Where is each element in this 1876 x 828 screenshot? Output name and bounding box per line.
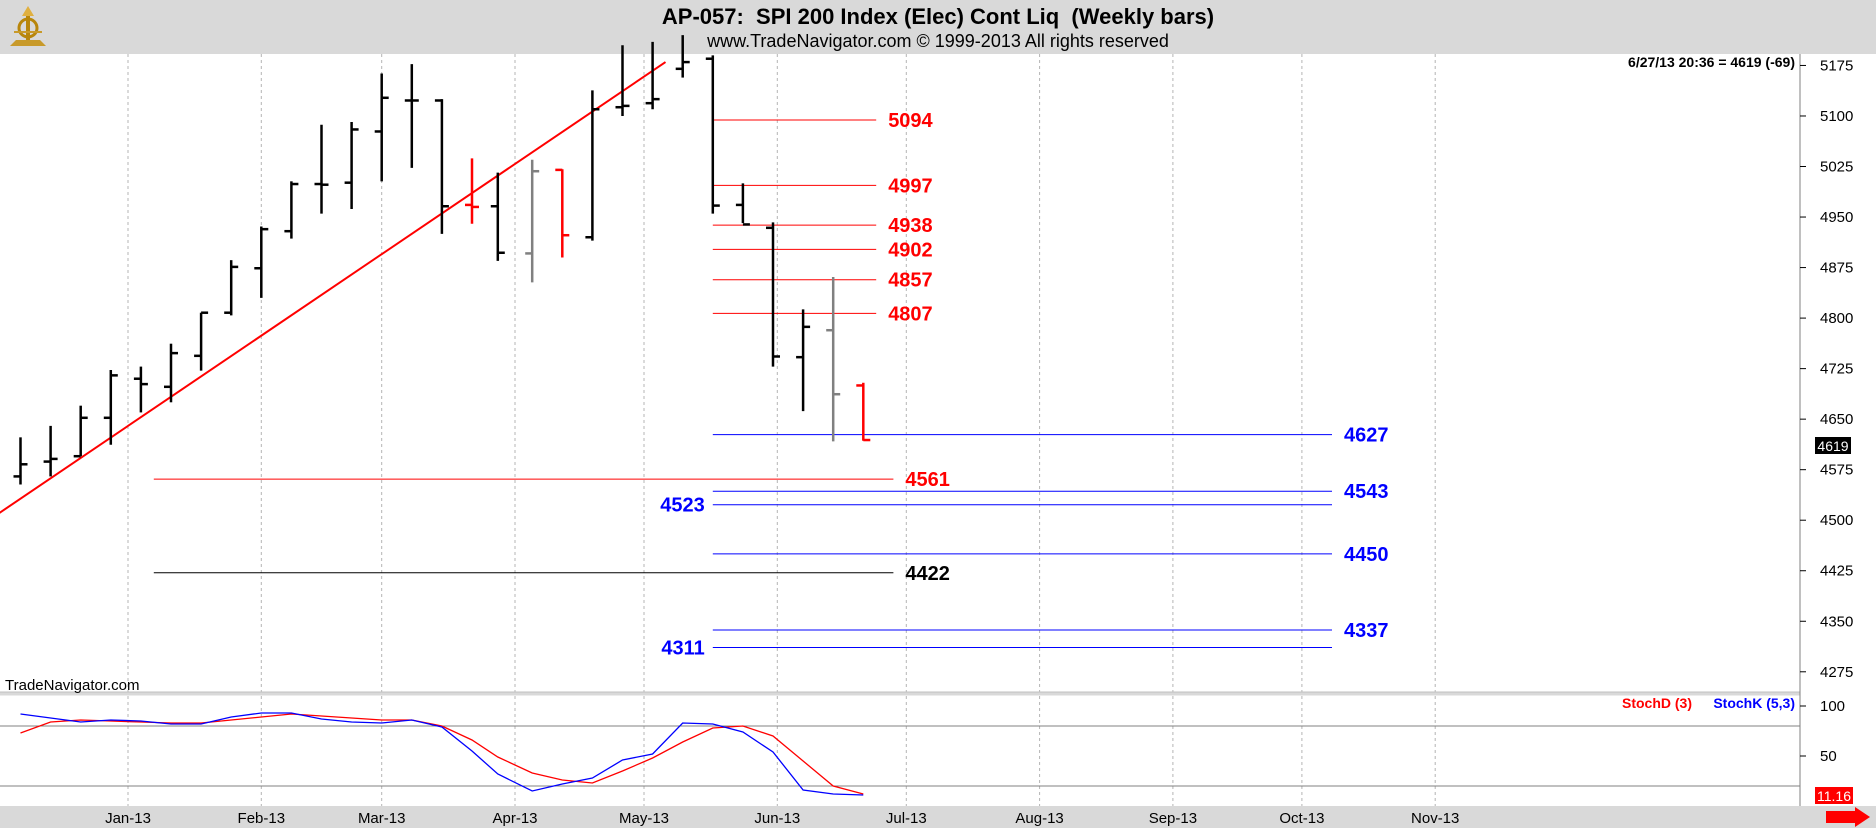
x-tick-label: Jun-13	[754, 810, 800, 827]
level-label-4422: 4422	[905, 563, 950, 585]
ohlc-bar	[796, 309, 811, 412]
ohlc-bar	[645, 41, 660, 110]
ohlc-bar	[374, 73, 389, 182]
x-tick-label: Feb-13	[238, 810, 286, 827]
y-tick-label: 4425	[1820, 563, 1853, 580]
chart-subtitle: www.TradeNavigator.com © 1999-2013 All r…	[707, 31, 1169, 51]
ohlc-bar	[555, 168, 570, 258]
level-label-4311: 4311	[661, 638, 704, 660]
y-tick-label: 4950	[1820, 209, 1853, 226]
date-axis	[0, 806, 1876, 828]
level-label-4902: 4902	[888, 239, 933, 261]
x-tick-label: Oct-13	[1279, 810, 1324, 827]
ohlc-bar	[13, 437, 28, 485]
ohlc-bar	[43, 425, 58, 477]
ohlc-bar	[284, 181, 299, 239]
level-label-5094: 5094	[888, 110, 933, 132]
ohlc-bar	[465, 158, 479, 224]
ohlc-bar	[314, 124, 329, 214]
title-bar	[0, 0, 1876, 54]
x-tick-label: May-13	[619, 810, 669, 827]
level-label-4938: 4938	[888, 215, 933, 237]
y-tick-label: 4500	[1820, 512, 1853, 529]
level-label-4561: 4561	[905, 469, 950, 491]
ohlc-bar	[73, 405, 88, 458]
ohlc-bar	[133, 366, 148, 413]
ohlc-bar	[735, 183, 750, 226]
stochk-legend: StochK (5,3)	[1713, 695, 1795, 711]
x-tick-label: Mar-13	[358, 810, 406, 827]
x-tick-label: Aug-13	[1015, 810, 1063, 827]
ohlc-bar	[615, 45, 630, 116]
ohlc-bar	[434, 99, 449, 234]
level-label-4450: 4450	[1344, 544, 1389, 566]
stoch-value-tag-bg	[1815, 787, 1853, 804]
price-axis	[1800, 54, 1876, 808]
x-tick-label: Nov-13	[1411, 810, 1459, 827]
last-quote: 6/27/13 20:36 = 4619 (-69)	[1628, 54, 1795, 70]
stochd-legend: StochD (3)	[1622, 695, 1692, 711]
x-tick-label: Sep-13	[1149, 810, 1197, 827]
trade-navigator-logo-icon	[10, 6, 46, 46]
level-label-4523: 4523	[660, 495, 705, 517]
y-tick-label: 4575	[1820, 462, 1853, 479]
stoch-value-tag: 11.16	[1817, 788, 1851, 804]
level-label-4543: 4543	[1344, 481, 1389, 503]
x-tick-label: Jan-13	[105, 810, 151, 827]
y-tick-label: 4650	[1820, 411, 1853, 428]
ohlc-bar	[404, 64, 419, 168]
current-price-tag-bg	[1815, 437, 1851, 454]
ohlc-bar	[194, 311, 209, 371]
ohlc-bar	[766, 222, 780, 367]
ohlc-bar	[344, 122, 359, 209]
ohlc-bar	[525, 159, 540, 283]
ohlc-bar	[224, 260, 239, 316]
y-tick-label: 5025	[1820, 159, 1853, 176]
y-tick-label: 4800	[1820, 310, 1853, 327]
ohlc-bar	[164, 343, 178, 403]
stoch-tick-label: 50	[1820, 748, 1837, 765]
ohlc-bar	[254, 226, 269, 298]
level-label-4857: 4857	[888, 270, 933, 292]
level-label-4807: 4807	[888, 303, 933, 325]
x-tick-label: Apr-13	[492, 810, 537, 827]
ohlc-bar	[856, 382, 871, 442]
y-tick-label: 4725	[1820, 361, 1853, 378]
watermark: TradeNavigator.com	[5, 677, 140, 694]
ohlc-bar	[675, 35, 690, 78]
chart-title: AP-057: SPI 200 Index (Elec) Cont Liq (W…	[661, 4, 1215, 29]
y-tick-label: 4350	[1820, 613, 1853, 630]
current-price-tag: 4619	[1817, 438, 1848, 454]
ohlc-bar	[103, 369, 118, 445]
level-label-4997: 4997	[888, 175, 933, 197]
level-label-4337: 4337	[1344, 620, 1389, 642]
ohlc-bar	[585, 90, 600, 241]
ohlc-bar	[826, 276, 841, 442]
y-tick-label: 5175	[1820, 57, 1853, 74]
y-tick-label: 4875	[1820, 260, 1853, 277]
scroll-right-arrow-icon[interactable]	[1826, 807, 1870, 827]
ohlc-bar	[705, 55, 720, 214]
y-tick-label: 4275	[1820, 664, 1853, 681]
level-label-4627: 4627	[1344, 425, 1389, 447]
stoch-tick-label: 100	[1820, 698, 1845, 715]
x-tick-label: Jul-13	[886, 810, 927, 827]
ohlc-bar	[490, 172, 505, 261]
trendline	[0, 61, 667, 514]
y-tick-label: 5100	[1820, 108, 1853, 125]
stochk-line	[20, 712, 864, 796]
